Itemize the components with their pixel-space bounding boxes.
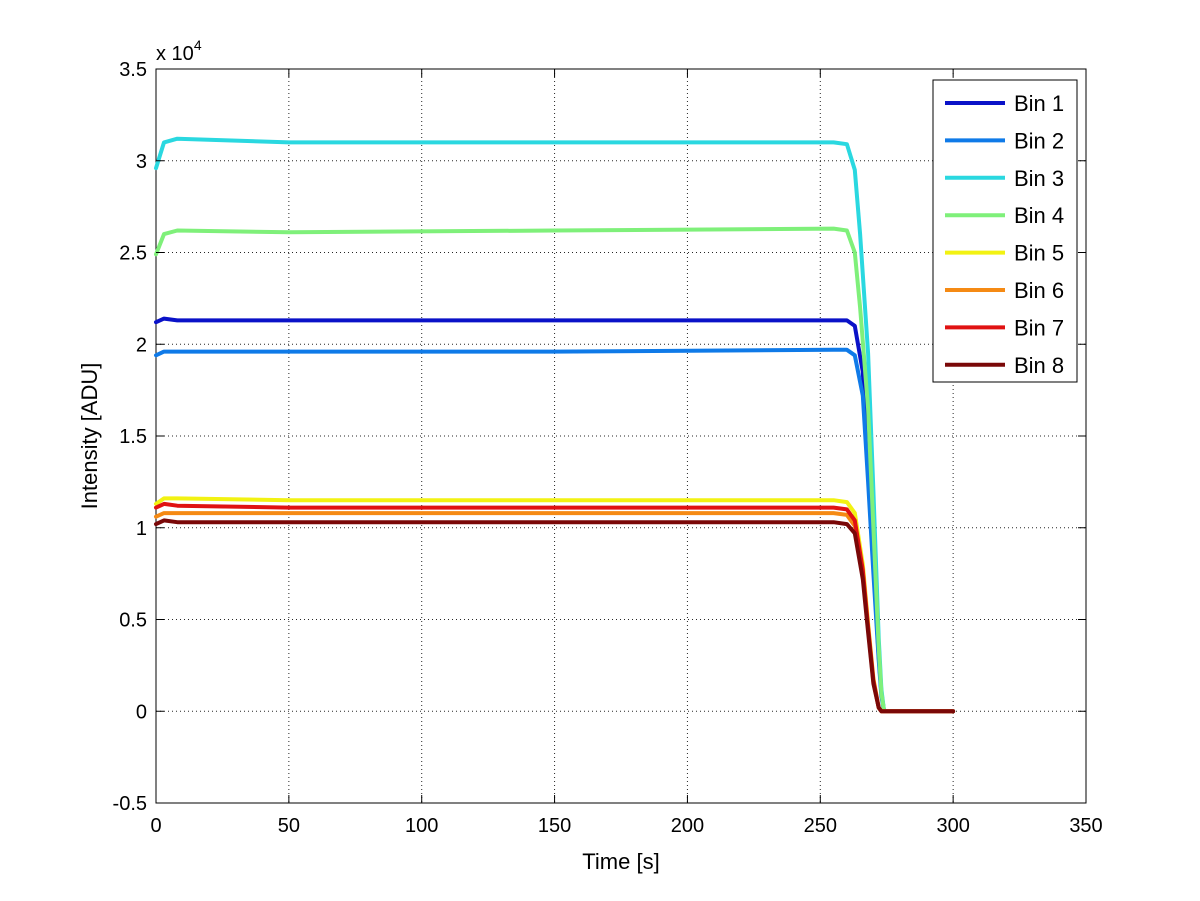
legend-label-bin-3: Bin 3 bbox=[1014, 166, 1064, 191]
y-tick-label: -0.5 bbox=[113, 793, 147, 815]
x-tick-label: 100 bbox=[405, 815, 438, 837]
y-tick-label: 0 bbox=[136, 701, 147, 723]
legend-label-bin-4: Bin 4 bbox=[1014, 203, 1064, 228]
x-tick-label: 200 bbox=[671, 815, 704, 837]
y-tick-label: 0.5 bbox=[119, 610, 147, 632]
y-axis-label: Intensity [ADU] bbox=[77, 363, 102, 510]
x-axis-label: Time [s] bbox=[582, 849, 659, 874]
y-multiplier-label: x 104 bbox=[156, 37, 202, 65]
x-tick-label: 50 bbox=[278, 815, 300, 837]
y-tick-label: 1.5 bbox=[119, 426, 147, 448]
legend-label-bin-7: Bin 7 bbox=[1014, 315, 1064, 340]
y-tick-label: 2 bbox=[136, 334, 147, 356]
series-line-bin-8 bbox=[154, 518, 956, 714]
ticks: 0 50 100 150 200 250 300 350-0.500.511.522.533.… bbox=[113, 59, 1103, 837]
series-group bbox=[154, 136, 956, 714]
y-tick-label: 2.5 bbox=[119, 243, 147, 265]
x-tick-label: 300 bbox=[936, 815, 969, 837]
legend-label-bin-5: Bin 5 bbox=[1014, 241, 1064, 266]
x-tick-label: 0 bbox=[150, 815, 161, 837]
y-tick-label: 3.5 bbox=[119, 59, 147, 81]
grid bbox=[156, 69, 1086, 803]
legend-box bbox=[932, 79, 1078, 383]
x-tick-label: 150 bbox=[538, 815, 571, 837]
series-line-bin-4 bbox=[154, 226, 956, 714]
legend-label-bin-6: Bin 6 bbox=[1014, 278, 1064, 303]
legend-label-bin-2: Bin 2 bbox=[1014, 128, 1064, 153]
y-tick-label: 1 bbox=[136, 518, 147, 540]
legend: Bin 1 Bin 2 Bin 3 Bin 4 Bin 5 Bin 6 Bin 7 Bin 8 bbox=[932, 79, 1078, 383]
y-tick-label: 3 bbox=[136, 151, 147, 173]
x-tick-label: 350 bbox=[1069, 815, 1102, 837]
x-tick-label: 250 bbox=[804, 815, 837, 837]
legend-label-bin-1: Bin 1 bbox=[1014, 91, 1064, 116]
legend-label-bin-8: Bin 8 bbox=[1014, 353, 1064, 378]
